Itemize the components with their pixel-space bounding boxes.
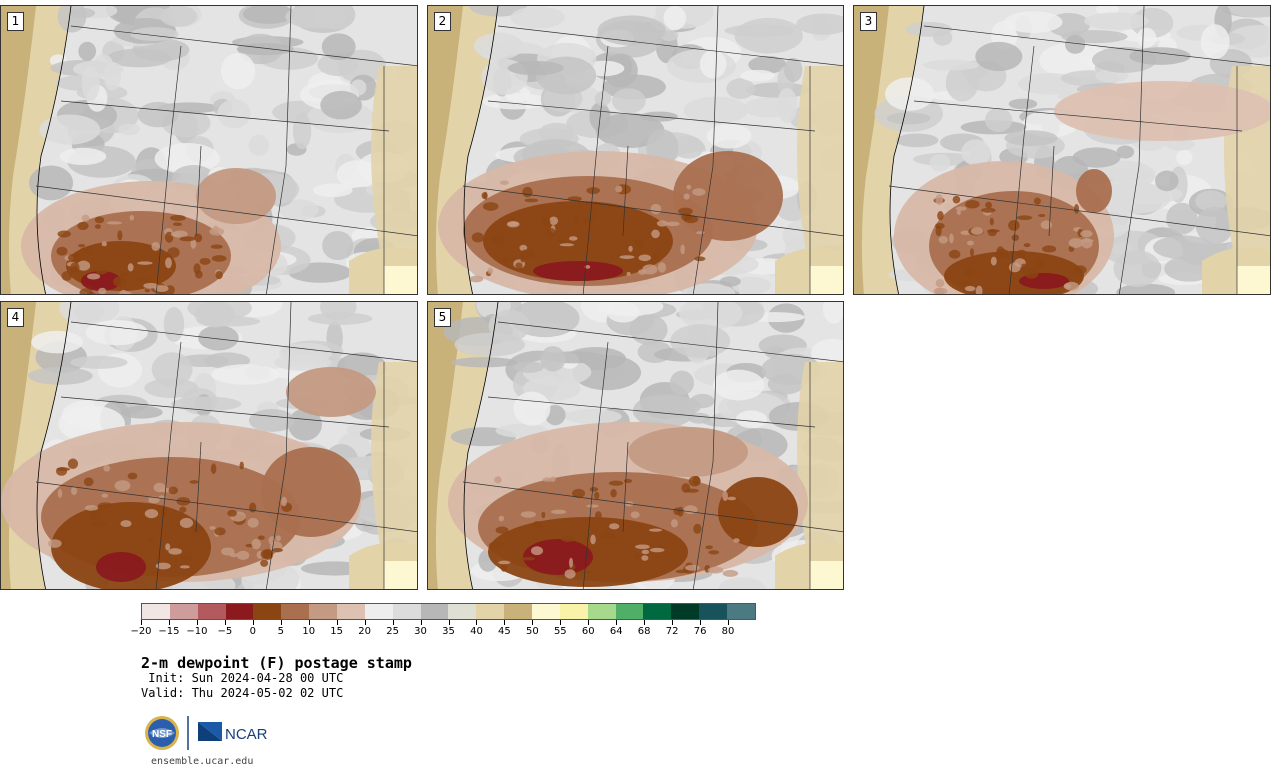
colorbar-tick-label: 64 — [609, 626, 623, 637]
map-panel-4: 4 — [0, 301, 418, 590]
dewpoint-map — [428, 302, 843, 589]
colorbar-swatch — [392, 604, 421, 619]
colorbar-swatch — [225, 604, 254, 619]
colorbar-tick-mark — [224, 620, 226, 625]
dewpoint-map — [854, 6, 1270, 294]
colorbar-tick-mark — [728, 620, 730, 625]
colorbar-swatch — [671, 604, 700, 619]
colorbar-tick-label: 76 — [693, 626, 707, 637]
colorbar-tick-mark — [476, 620, 478, 625]
website-url: ensemble.ucar.edu — [151, 756, 254, 767]
colorbar-swatch — [420, 604, 449, 619]
colorbar-tick-label: 68 — [637, 626, 651, 637]
colorbar-tick-mark — [700, 620, 702, 625]
map-panel-5: 5 — [427, 301, 844, 590]
colorbar-tick-mark — [252, 620, 254, 625]
colorbar-tick-label: 35 — [442, 626, 455, 637]
colorbar-swatch — [337, 604, 365, 619]
colorbar-tick-mark — [672, 620, 674, 625]
panel-number: 5 — [434, 308, 451, 327]
plot-title: 2-m dewpoint (F) postage stamp — [141, 654, 412, 672]
colorbar-tick-mark — [336, 620, 338, 625]
colorbar-tick-mark — [532, 620, 534, 625]
colorbar-tick-mark — [308, 620, 310, 625]
svg-text:NSF: NSF — [152, 729, 172, 740]
map-panel-3: 3 — [853, 5, 1271, 295]
colorbar-swatch — [364, 604, 393, 619]
colorbar — [141, 603, 756, 620]
colorbar-swatch — [559, 604, 588, 619]
colorbar-swatch — [448, 604, 477, 619]
valid-time: Valid: Thu 2024-05-02 02 UTC — [141, 686, 344, 700]
colorbar-tick-label: 55 — [553, 626, 567, 637]
colorbar-tick-mark — [168, 620, 170, 625]
colorbar-tick-mark — [364, 620, 366, 625]
colorbar-tick-mark — [560, 620, 562, 625]
colorbar-swatch — [615, 604, 644, 619]
logo-graphic: NSF NCAR — [145, 716, 268, 750]
ncar-logo: NCAR — [198, 722, 268, 743]
colorbar-tick-label: 15 — [330, 626, 344, 637]
colorbar-swatch — [727, 604, 755, 619]
colorbar-swatch — [587, 604, 616, 619]
dewpoint-map — [428, 6, 843, 294]
colorbar-swatch — [281, 604, 310, 619]
colorbar-tick-label: 45 — [498, 626, 511, 637]
colorbar-tick-label: 20 — [358, 626, 371, 637]
map-panel-1: 1 — [0, 5, 418, 295]
colorbar-tick-mark — [504, 620, 506, 625]
colorbar-swatch — [309, 604, 338, 619]
dewpoint-map — [1, 302, 417, 589]
panel-number: 4 — [7, 308, 24, 327]
colorbar-swatch — [643, 604, 672, 619]
colorbar-ticks: −20 −15 −10 −5 0 5 10 15 20 25 30 35 40 45 50 55 60 64 68 7… — [130, 620, 756, 640]
colorbar-tick-label: −15 — [158, 626, 180, 637]
panel-number: 2 — [434, 12, 451, 31]
colorbar-tick-label: −20 — [130, 626, 152, 637]
colorbar-tick-mark — [644, 620, 646, 625]
colorbar-tick-label: 60 — [581, 626, 595, 637]
logos: NSF NCAR — [145, 714, 275, 752]
colorbar-tick-label: 10 — [302, 626, 316, 637]
colorbar-tick-label: 5 — [277, 626, 284, 637]
colorbar-tick-mark — [420, 620, 422, 625]
colorbar-tick-label: 80 — [721, 626, 735, 637]
colorbar-swatch — [253, 604, 282, 619]
colorbar-tick-label: −5 — [217, 626, 233, 637]
colorbar-swatch — [197, 604, 226, 619]
colorbar-swatch — [532, 604, 560, 619]
colorbar-swatch — [504, 604, 533, 619]
colorbar-swatch — [142, 604, 170, 619]
colorbar-tick-label: 0 — [249, 626, 256, 637]
dewpoint-map — [1, 6, 417, 294]
init-time: Init: Sun 2024-04-28 00 UTC — [141, 671, 344, 685]
svg-text:NCAR: NCAR — [225, 726, 268, 743]
colorbar-tick-mark — [448, 620, 450, 625]
panel-number: 1 — [7, 12, 24, 31]
colorbar-tick-label: 40 — [470, 626, 483, 637]
colorbar-tick-mark — [280, 620, 282, 625]
nsf-logo: NSF — [145, 716, 179, 750]
colorbar-tick-label: 25 — [386, 626, 399, 637]
colorbar-tick-mark — [392, 620, 394, 625]
colorbar-tick-label: 30 — [414, 626, 427, 637]
colorbar-tick-mark — [141, 620, 142, 625]
colorbar-swatch — [476, 604, 505, 619]
colorbar-tick-mark — [588, 620, 590, 625]
panel-number: 3 — [860, 12, 877, 31]
colorbar-tick-label: 72 — [665, 626, 679, 637]
colorbar-swatch — [699, 604, 728, 619]
colorbar-tick-label: −10 — [186, 626, 208, 637]
colorbar-tick-mark — [196, 620, 198, 625]
colorbar-tick-label: 50 — [525, 626, 539, 637]
colorbar-tick-mark — [616, 620, 618, 625]
map-panel-2: 2 — [427, 5, 844, 295]
colorbar-swatch — [169, 604, 198, 619]
